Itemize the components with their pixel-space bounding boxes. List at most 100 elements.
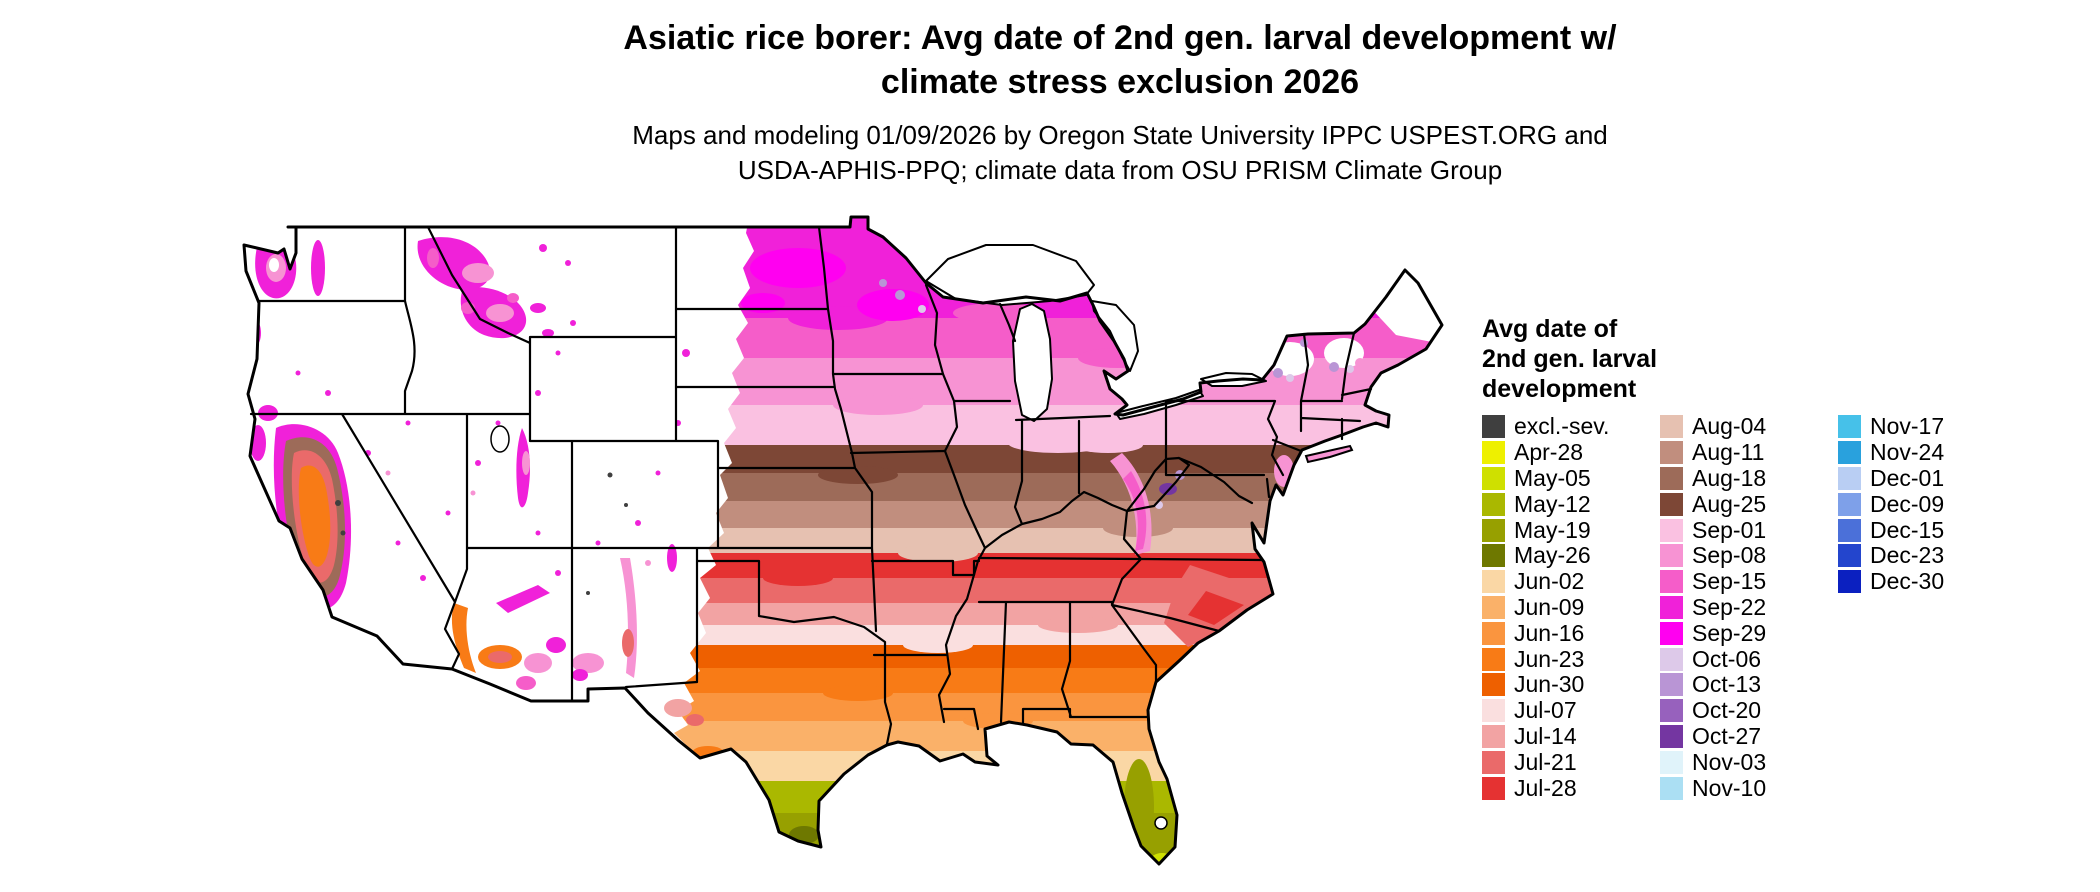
legend-entry: Aug-25	[1660, 491, 1838, 517]
legend-swatch	[1660, 595, 1683, 619]
legend-swatch	[1482, 699, 1505, 723]
legend-entry: May-12	[1482, 491, 1660, 517]
legend-label: Jul-14	[1514, 722, 1577, 749]
legend-entry: Oct-06	[1660, 646, 1838, 672]
legend-swatch	[1838, 544, 1861, 568]
legend-label: Dec-01	[1870, 465, 1945, 491]
legend-swatch	[1660, 570, 1683, 594]
legend-entry: Dec-30	[1838, 568, 2016, 595]
legend-label: Jun-30	[1514, 671, 1585, 698]
legend-label: Jun-23	[1514, 645, 1585, 672]
legend-entry: Sep-29	[1660, 620, 1838, 646]
legend-entry: Jul-07	[1482, 697, 1660, 724]
legend-label: Apr-28	[1514, 439, 1584, 466]
legend-swatch	[1482, 544, 1505, 568]
legend-entry: Sep-15	[1660, 568, 1838, 595]
legend-label: Oct-27	[1692, 722, 1762, 749]
legend-label: Oct-20	[1692, 697, 1762, 724]
great-salt-lake	[490, 425, 510, 453]
legend-title-line1: Avg date of	[1482, 315, 1618, 343]
us-outline	[242, 215, 1444, 866]
legend-label: Oct-06	[1692, 645, 1762, 672]
legend-entry: Jun-09	[1482, 593, 1660, 621]
legend-swatch	[1482, 776, 1505, 800]
great-lakes	[490, 244, 1267, 830]
legend-entry: May-05	[1482, 465, 1660, 492]
legend-swatch	[1660, 673, 1683, 697]
legend-swatch	[1660, 699, 1683, 723]
legend-label: Sep-22	[1692, 593, 1767, 620]
subtitle-line2: USDA-APHIS-PPQ; climate data from OSU PR…	[737, 155, 1503, 185]
legend-swatch	[1482, 466, 1505, 490]
map-legend: Avg date of 2nd gen. larval development …	[1482, 314, 2092, 801]
legend-swatch	[1838, 570, 1861, 594]
legend-entry: Dec-23	[1838, 542, 2016, 569]
long-island	[1304, 444, 1354, 464]
legend-label: Dec-09	[1870, 490, 1945, 517]
legend-swatch	[1482, 621, 1505, 645]
map-subtitle: Maps and modeling 01/09/2026 by Oregon S…	[300, 118, 1940, 188]
legend-label: Sep-29	[1692, 619, 1767, 646]
excluded-severe-specks	[335, 472, 628, 595]
legend-label: Nov-03	[1692, 748, 1767, 775]
legend-swatch	[1482, 724, 1505, 748]
legend-column: Nov-17 Nov-24 Dec-01 Dec-09 Dec-15 Dec-23 Dec-…	[1838, 413, 2016, 801]
legend-swatch	[1660, 466, 1683, 490]
lake-superior	[925, 244, 1095, 306]
legend-label: Aug-11	[1692, 439, 1765, 466]
legend-swatch	[1838, 441, 1861, 465]
legend-entry: Jul-21	[1482, 749, 1660, 775]
legend-label: Jul-28	[1514, 774, 1577, 801]
legend-entry: Nov-24	[1838, 439, 2016, 466]
page-title-line2: climate stress exclusion 2026	[880, 63, 1360, 101]
legend-entry: Aug-04	[1660, 413, 1838, 440]
legend-swatch	[1660, 518, 1683, 542]
legend-entry: Jul-14	[1482, 722, 1660, 750]
legend-swatch	[1482, 518, 1505, 542]
legend-label: Aug-04	[1692, 413, 1767, 440]
legend-swatch	[1482, 673, 1505, 697]
us-conus-map-svg	[242, 215, 1444, 866]
legend-entry: Sep-08	[1660, 542, 1838, 569]
us-map	[238, 212, 1448, 884]
legend-swatch	[1838, 518, 1861, 542]
legend-entry: Dec-01	[1838, 465, 2016, 492]
legend-label: Jun-16	[1514, 619, 1585, 646]
legend-label: Sep-01	[1692, 516, 1767, 543]
legend-label: Sep-08	[1692, 542, 1767, 569]
legend-swatch	[1660, 621, 1683, 645]
legend-swatch	[1838, 492, 1861, 516]
legend-label: Jun-02	[1514, 568, 1585, 595]
legend-entry: Oct-20	[1660, 697, 1838, 724]
legend-swatch	[1660, 441, 1683, 465]
legend-title-line3: development	[1482, 375, 1637, 403]
legend-label: Dec-23	[1870, 542, 1945, 569]
lake-okeechobee	[1154, 816, 1168, 830]
legend-label: Nov-24	[1870, 439, 1945, 466]
legend-entry: Sep-22	[1660, 593, 1838, 621]
legend-label: Sep-15	[1692, 568, 1767, 595]
legend-entry: Oct-27	[1660, 722, 1838, 750]
legend-swatch	[1482, 441, 1505, 465]
legend-swatch	[1660, 544, 1683, 568]
legend-label: Nov-10	[1692, 774, 1767, 801]
legend-label: May-26	[1514, 542, 1591, 569]
legend-label: Dec-30	[1870, 568, 1945, 595]
legend-label: Jun-09	[1514, 593, 1585, 620]
legend-entry: Sep-01	[1660, 517, 1838, 543]
legend-swatch	[1482, 647, 1505, 671]
legend-label: excl.-sev.	[1514, 413, 1610, 440]
legend-label: Dec-15	[1870, 516, 1945, 543]
legend-entry: Jun-30	[1482, 671, 1660, 698]
legend-swatch	[1660, 415, 1683, 439]
legend-label: Jul-07	[1514, 697, 1577, 724]
map-header: Asiatic rice borer: Avg date of 2nd gen.…	[300, 16, 1940, 188]
legend-label: May-19	[1514, 516, 1591, 543]
legend-label: Jul-21	[1514, 748, 1577, 775]
legend-entry: Apr-28	[1482, 439, 1660, 466]
legend-entry: excl.-sev.	[1482, 413, 1660, 440]
legend-entry: Nov-03	[1660, 749, 1838, 775]
legend-swatch	[1660, 750, 1683, 774]
legend-swatch	[1660, 724, 1683, 748]
